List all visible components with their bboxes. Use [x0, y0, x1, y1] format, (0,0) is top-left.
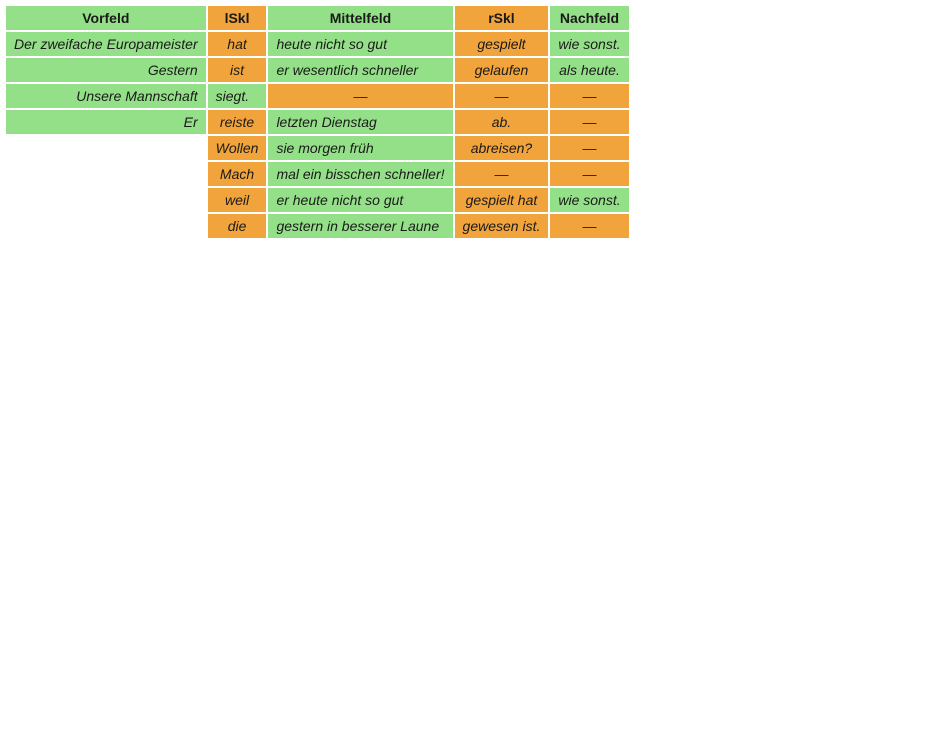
header-row: Vorfeld lSkl Mittelfeld rSkl Nachfeld: [6, 6, 629, 30]
table-row: Wollensie morgen frühabreisen?—: [6, 136, 629, 160]
cell-lskl: reiste: [208, 110, 267, 134]
cell-rskl: abreisen?: [455, 136, 549, 160]
col-header-rskl: rSkl: [455, 6, 549, 30]
table-row: Erreisteletzten Dienstagab.—: [6, 110, 629, 134]
cell-nachfeld: wie sonst.: [550, 32, 628, 56]
cell-rskl: ab.: [455, 110, 549, 134]
cell-nachfeld: —: [550, 84, 628, 108]
cell-rskl: —: [455, 162, 549, 186]
cell-nachfeld: als heute.: [550, 58, 628, 82]
cell-lskl: ist: [208, 58, 267, 82]
cell-nachfeld: —: [550, 136, 628, 160]
cell-lskl: Mach: [208, 162, 267, 186]
col-header-lskl: lSkl: [208, 6, 267, 30]
cell-mittelfeld: —: [268, 84, 452, 108]
cell-rskl: gespielt hat: [455, 188, 549, 212]
cell-rskl: gewesen ist.: [455, 214, 549, 238]
cell-mittelfeld: er wesentlich schneller: [268, 58, 452, 82]
cell-mittelfeld: letzten Dienstag: [268, 110, 452, 134]
cell-vorfeld: Er: [6, 110, 206, 134]
cell-rskl: gelaufen: [455, 58, 549, 82]
cell-vorfeld: [6, 162, 206, 186]
cell-rskl: gespielt: [455, 32, 549, 56]
cell-vorfeld: Gestern: [6, 58, 206, 82]
cell-rskl: —: [455, 84, 549, 108]
cell-vorfeld: Unsere Mannschaft: [6, 84, 206, 108]
table-row: diegestern in besserer Launegewesen ist.…: [6, 214, 629, 238]
cell-nachfeld: —: [550, 214, 628, 238]
cell-lskl: weil: [208, 188, 267, 212]
cell-mittelfeld: mal ein bisschen schneller!: [268, 162, 452, 186]
cell-lskl: die: [208, 214, 267, 238]
table-row: Unsere Mannschaftsiegt.———: [6, 84, 629, 108]
cell-lskl: hat: [208, 32, 267, 56]
cell-mittelfeld: heute nicht so gut: [268, 32, 452, 56]
col-header-vorfeld: Vorfeld: [6, 6, 206, 30]
table-row: Machmal ein bisschen schneller!——: [6, 162, 629, 186]
col-header-mittelfeld: Mittelfeld: [268, 6, 452, 30]
cell-vorfeld: [6, 136, 206, 160]
cell-mittelfeld: er heute nicht so gut: [268, 188, 452, 212]
felder-table: Vorfeld lSkl Mittelfeld rSkl Nachfeld De…: [4, 4, 631, 240]
cell-mittelfeld: sie morgen früh: [268, 136, 452, 160]
cell-vorfeld: Der zweifache Europameister: [6, 32, 206, 56]
table-row: weiler heute nicht so gutgespielt hatwie…: [6, 188, 629, 212]
cell-lskl: siegt.: [208, 84, 267, 108]
cell-nachfeld: —: [550, 162, 628, 186]
cell-nachfeld: wie sonst.: [550, 188, 628, 212]
table-row: Der zweifache Europameisterhatheute nich…: [6, 32, 629, 56]
table-body: Der zweifache Europameisterhatheute nich…: [6, 32, 629, 238]
cell-vorfeld: [6, 188, 206, 212]
table-row: Gesternister wesentlich schnellergelaufe…: [6, 58, 629, 82]
cell-lskl: Wollen: [208, 136, 267, 160]
cell-vorfeld: [6, 214, 206, 238]
col-header-nachfeld: Nachfeld: [550, 6, 628, 30]
cell-mittelfeld: gestern in besserer Laune: [268, 214, 452, 238]
cell-nachfeld: —: [550, 110, 628, 134]
